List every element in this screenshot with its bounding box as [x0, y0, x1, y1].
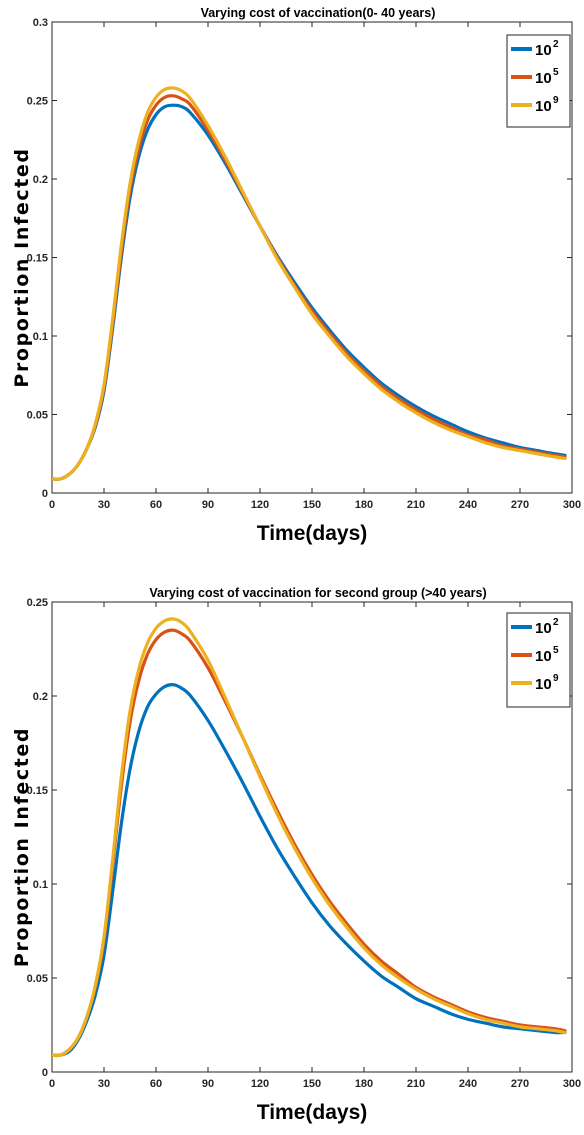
series-line-10e9: [52, 617, 567, 1058]
y-tick-label: 0.1: [33, 331, 48, 343]
x-tick-label: 60: [150, 1078, 162, 1090]
legend: 10 210 510 9: [506, 34, 571, 128]
x-tick-label: 120: [251, 499, 269, 511]
series-line-10e2: [52, 683, 567, 1057]
legend-label-10e5: 10: [535, 70, 552, 87]
y-axis-label: Proportion Infected: [11, 147, 33, 387]
y-tick-label: 0.15: [27, 785, 48, 797]
legend: 10 210 510 9: [506, 612, 571, 708]
y-tick-label: 0.2: [33, 174, 48, 186]
plot-area-frame: [51, 601, 573, 1073]
y-tick-label: 0.25: [27, 597, 48, 609]
y-tick-label: 0.3: [33, 17, 48, 29]
y-tick-label: 0.2: [33, 691, 48, 703]
y-tick-label: 0: [42, 488, 48, 500]
y-tick-label: 0.25: [27, 96, 48, 108]
x-tick-label: 240: [459, 499, 477, 511]
legend-exponent-10e5: 5: [553, 645, 559, 656]
legend-exponent-10e9: 9: [553, 95, 559, 106]
x-tick-label: 0: [49, 1078, 55, 1090]
x-tick-label: 210: [407, 1078, 425, 1090]
x-tick-label: 180: [355, 499, 373, 511]
x-tick-label: 300: [563, 499, 581, 511]
series-line-10e5: [52, 628, 567, 1058]
y-axis-label: Proportion Infected: [11, 727, 33, 967]
bottom-chart: 0 30 60 90 120 150 180 210 240 270 30000.050.10.15…: [11, 586, 581, 1124]
x-tick-label: 180: [355, 1078, 373, 1090]
legend-label-10e5: 10: [535, 648, 552, 665]
x-tick-label: 150: [303, 1078, 321, 1090]
series-line-10e2: [52, 103, 567, 481]
x-axis-label: Time(days): [257, 1101, 368, 1124]
x-tick-label: 0: [49, 499, 55, 511]
legend-label-10e2: 10: [535, 620, 552, 637]
legend-exponent-10e5: 5: [553, 67, 559, 78]
legend-exponent-10e2: 2: [553, 39, 559, 50]
x-tick-label: 240: [459, 1078, 477, 1090]
x-tick-label: 60: [150, 499, 162, 511]
y-tick-label: 0.1: [33, 879, 48, 891]
x-tick-label: 270: [511, 1078, 529, 1090]
legend-label-10e9: 10: [535, 676, 552, 693]
chart-title: Varying cost of vaccination(0- 40 years): [201, 6, 436, 20]
x-tick-label: 210: [407, 499, 425, 511]
legend-label-10e9: 10: [535, 98, 552, 115]
x-tick-label: 150: [303, 499, 321, 511]
x-tick-label: 270: [511, 499, 529, 511]
x-tick-label: 90: [202, 499, 214, 511]
y-tick-label: 0: [42, 1067, 48, 1079]
chart-title: Varying cost of vaccination for second g…: [149, 586, 486, 600]
legend-exponent-10e9: 9: [553, 673, 559, 684]
x-tick-label: 30: [98, 499, 110, 511]
y-tick-label: 0.05: [27, 410, 48, 422]
x-tick-label: 30: [98, 1078, 110, 1090]
x-axis-label: Time(days): [257, 522, 368, 545]
plot-area-frame: [51, 21, 573, 494]
series-line-10e9: [52, 86, 567, 481]
y-tick-label: 0.05: [27, 973, 48, 985]
series-line-10e5: [52, 94, 567, 481]
x-tick-label: 120: [251, 1078, 269, 1090]
x-tick-label: 90: [202, 1078, 214, 1090]
legend-label-10e2: 10: [535, 42, 552, 59]
x-tick-label: 300: [563, 1078, 581, 1090]
legend-exponent-10e2: 2: [553, 617, 559, 628]
y-tick-label: 0.15: [27, 253, 48, 265]
top-chart: 0 30 60 90 120 150 180 210 240 270 30000.050.10.15…: [11, 6, 581, 545]
